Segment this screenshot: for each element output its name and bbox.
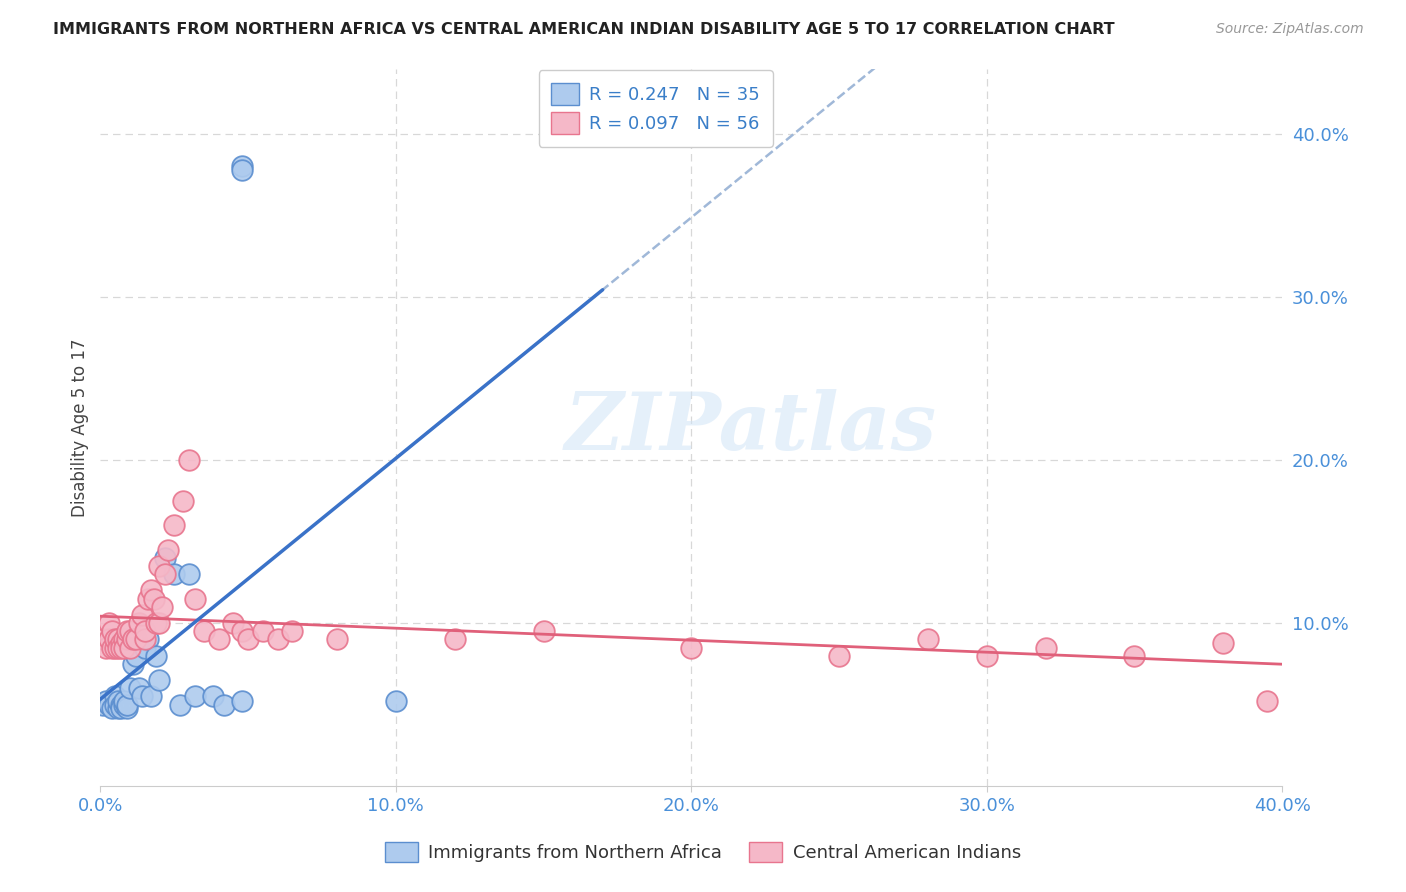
Point [101,701,124,715]
Point [104,698,127,712]
Point [193,624,215,639]
Point [101,624,124,639]
Point [104,640,127,655]
Point [533,624,555,639]
Point [207,632,229,647]
Point [115,624,138,639]
Point [252,624,274,639]
Point [91,698,114,712]
Legend: R = 0.247   N = 35, R = 0.097   N = 56: R = 0.247 N = 35, R = 0.097 N = 56 [538,70,773,147]
Point [134,640,156,655]
Point [139,583,162,598]
Point [281,624,304,639]
Point [91,632,114,647]
Point [148,558,170,573]
Point [136,591,159,606]
Point [231,624,253,639]
Point [214,698,236,712]
Point [222,615,245,630]
Point [444,632,467,647]
Point [107,701,129,715]
Point [110,698,132,712]
Point [98,632,121,647]
Point [128,615,150,630]
Point [976,648,998,663]
Point [128,681,150,696]
Point [115,698,138,712]
Point [118,681,141,696]
Point [131,690,153,704]
Point [107,640,129,655]
Point [104,632,127,647]
Point [163,567,186,582]
Point [131,607,153,622]
Text: IMMIGRANTS FROM NORTHERN AFRICA VS CENTRAL AMERICAN INDIAN DISABILITY AGE 5 TO 1: IMMIGRANTS FROM NORTHERN AFRICA VS CENTR… [53,22,1115,37]
Point [148,673,170,687]
Point [112,698,135,712]
Point [134,632,156,647]
Point [145,615,167,630]
Point [104,690,127,704]
Point [236,632,259,647]
Point [1035,640,1057,655]
Point [98,698,121,712]
Text: ZIPatlas: ZIPatlas [564,389,936,467]
Point [134,624,156,639]
Point [145,648,167,663]
Point [1256,694,1278,708]
Point [325,632,347,647]
Point [177,453,200,467]
Point [152,599,174,614]
Point [266,632,288,647]
Point [115,632,138,647]
Point [163,518,186,533]
Point [231,162,253,177]
Point [112,694,135,708]
Point [96,694,118,708]
Point [177,567,200,582]
Point [118,624,141,639]
Point [157,542,180,557]
Point [148,615,170,630]
Point [125,648,148,663]
Legend: Immigrants from Northern Africa, Central American Indians: Immigrants from Northern Africa, Central… [378,834,1028,870]
Point [110,635,132,649]
Y-axis label: Disability Age 5 to 17: Disability Age 5 to 17 [72,338,89,516]
Point [201,690,224,704]
Point [231,160,253,174]
Point [110,701,132,715]
Point [112,632,135,647]
Point [136,632,159,647]
Point [172,493,194,508]
Point [1123,648,1146,663]
Text: Source: ZipAtlas.com: Source: ZipAtlas.com [1216,22,1364,37]
Point [107,694,129,708]
Point [96,640,118,655]
Point [118,640,141,655]
Point [139,690,162,704]
Point [115,701,138,715]
Point [110,640,132,655]
Point [184,690,207,704]
Point [125,632,148,647]
Point [681,640,703,655]
Point [1212,635,1234,649]
Point [828,648,851,663]
Point [231,694,253,708]
Point [112,640,135,655]
Point [101,640,124,655]
Point [385,694,408,708]
Point [184,591,207,606]
Point [155,567,177,582]
Point [121,632,143,647]
Point [142,591,165,606]
Point [107,632,129,647]
Point [169,698,191,712]
Point [917,632,939,647]
Point [155,550,177,565]
Point [121,657,143,671]
Point [98,615,121,630]
